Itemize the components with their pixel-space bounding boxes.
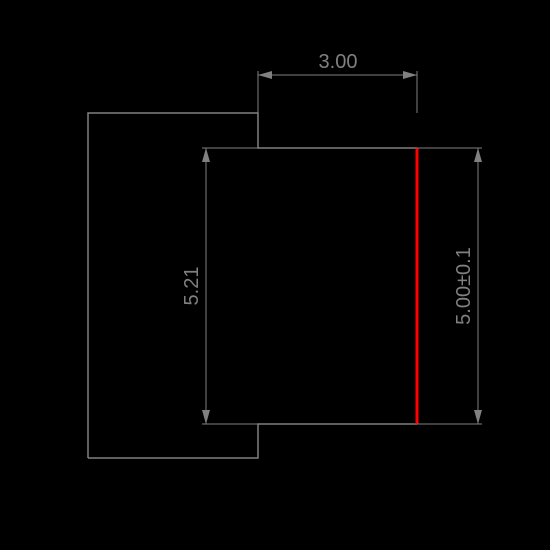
dim-arrow bbox=[258, 71, 272, 79]
part-outline bbox=[88, 113, 417, 458]
dim-arrow bbox=[202, 410, 210, 424]
dim-arrow bbox=[474, 410, 482, 424]
dim-value-left: 5.21 bbox=[181, 267, 203, 306]
dim-arrow bbox=[403, 71, 417, 79]
dim-value-right: 5.00±0.1 bbox=[453, 247, 475, 325]
dim-value-top: 3.00 bbox=[319, 51, 358, 73]
dim-arrow bbox=[474, 148, 482, 162]
dim-arrow bbox=[202, 148, 210, 162]
